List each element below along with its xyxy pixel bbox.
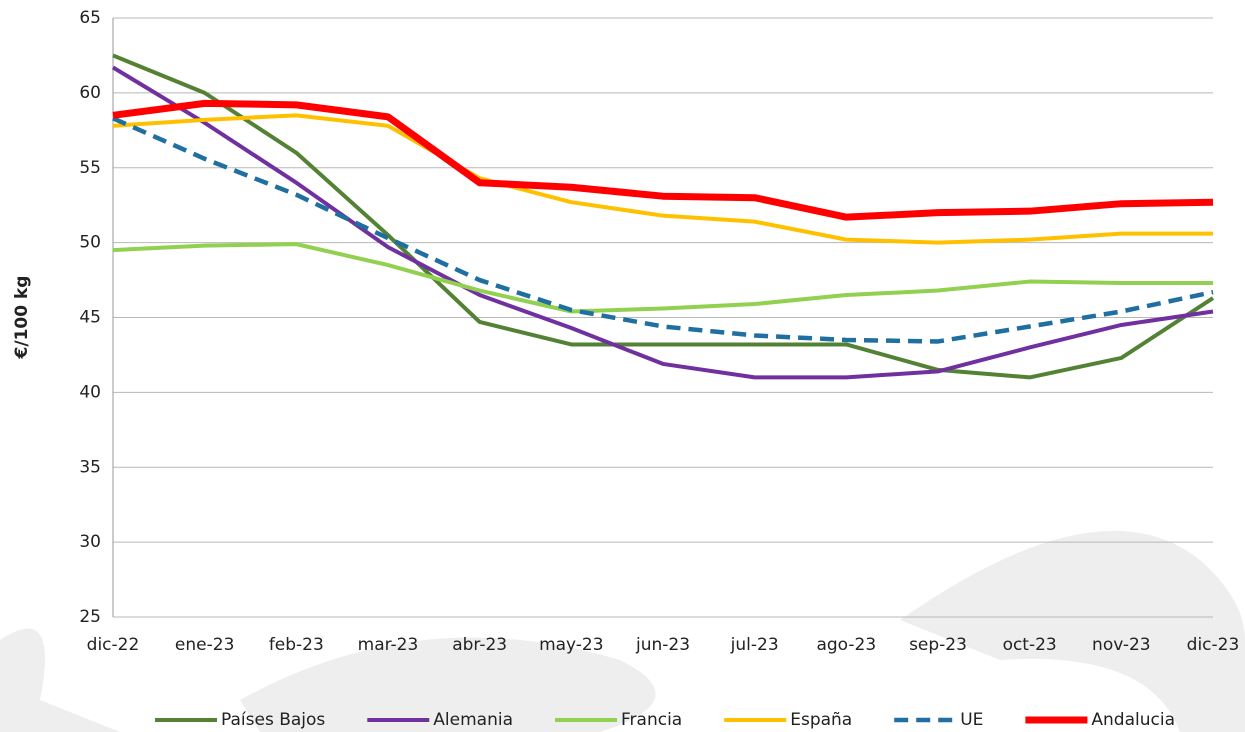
x-tick-label: feb-23 [269,635,324,655]
y-tick-label: 25 [79,607,101,627]
y-tick-label: 60 [79,83,101,103]
legend-label: UE [960,710,983,730]
x-tick-label: dic-22 [87,635,140,655]
x-tick-label: ene-23 [175,635,234,655]
legend-label: Países Bajos [221,710,325,730]
y-tick-label: 65 [79,8,101,28]
x-tick-label: jul-23 [730,635,779,655]
y-tick-label: 55 [79,158,101,178]
y-axis-label: €/100 kg [12,276,32,360]
y-tick-label: 50 [79,233,101,253]
y-tick-label: 35 [79,457,101,477]
data-line [111,65,1214,380]
y-tick-label: 30 [79,532,101,552]
x-tick-label: may-23 [539,635,604,655]
x-tick-label: nov-23 [1092,635,1151,655]
x-tick-label: jun-23 [635,635,690,655]
x-tick-label: ago-23 [816,635,876,655]
data-line [112,242,1213,314]
x-tick-label: oct-23 [1003,635,1057,655]
legend-label: Francia [621,710,682,730]
x-tick-label: abr-23 [452,635,507,655]
x-tick-label: dic-23 [1187,635,1240,655]
x-tick-label: sep-23 [909,635,967,655]
legend-label: Alemania [433,710,513,730]
data-line [112,113,1213,245]
data-line [112,53,1215,380]
data-line [112,99,1214,221]
data-line [112,116,1214,344]
x-tick-label: mar-23 [358,635,419,655]
background-decoration [0,530,1245,732]
legend-label: España [790,710,852,730]
y-tick-label: 45 [79,308,101,328]
legend-label: Andalucia [1091,710,1175,730]
y-tick-label: 40 [79,382,101,402]
